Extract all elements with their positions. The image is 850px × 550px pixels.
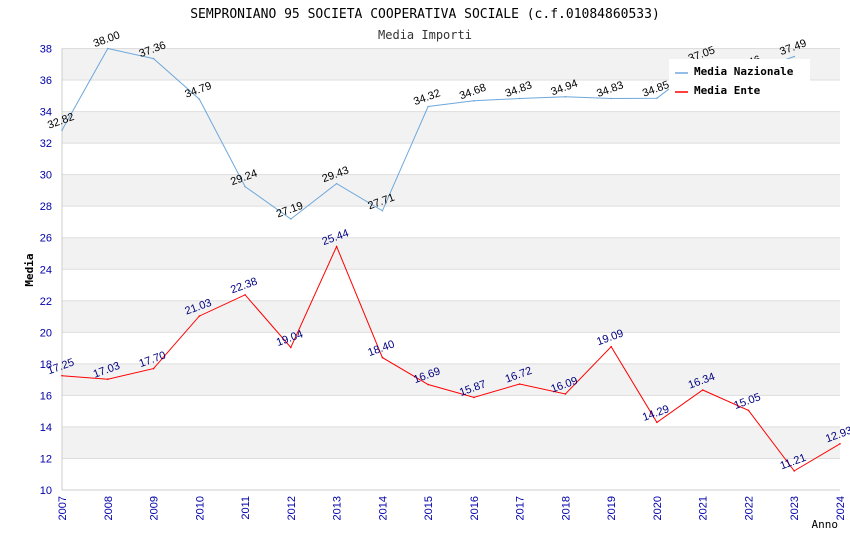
x-tick-2011: 2011: [240, 496, 252, 520]
x-tick-2008: 2008: [103, 496, 115, 520]
band: [62, 237, 840, 270]
legend-box: [669, 59, 810, 101]
x-tick-2014: 2014: [377, 496, 389, 520]
x-tick-2024: 2024: [835, 496, 847, 520]
y-tick-20: 20: [40, 327, 52, 339]
y-axis-label: Media: [23, 253, 36, 286]
data-point: [152, 57, 155, 60]
band: [62, 363, 840, 396]
axes: [61, 48, 840, 491]
data-point: [747, 409, 750, 412]
x-tick-2017: 2017: [515, 496, 527, 520]
band: [62, 300, 840, 333]
y-tick-12: 12: [40, 453, 52, 465]
y-tick-28: 28: [40, 201, 52, 213]
y-tick-32: 32: [40, 138, 52, 150]
data-point: [244, 293, 246, 296]
data-point: [656, 421, 658, 424]
data-point: [381, 209, 384, 212]
data-point: [290, 218, 292, 220]
y-tick-18: 18: [40, 359, 52, 371]
data-point: [564, 95, 567, 98]
data-point: [564, 393, 567, 395]
band: [62, 111, 840, 144]
x-tick-2023: 2023: [789, 496, 801, 520]
y-tick-16: 16: [40, 390, 52, 402]
data-label: 34.94: [549, 78, 579, 99]
data-point: [656, 97, 658, 99]
data-point: [381, 356, 384, 359]
y-tick-30: 30: [40, 170, 52, 182]
data-point: [335, 245, 338, 248]
data-point: [106, 378, 109, 380]
data-point: [610, 345, 612, 348]
band: [62, 174, 840, 207]
series-line-1: [61, 245, 841, 472]
data-point: [473, 100, 475, 102]
data-point: [701, 389, 704, 391]
y-tick-24: 24: [40, 264, 52, 276]
y-tick-14: 14: [40, 422, 52, 434]
data-label: 34.83: [595, 79, 625, 100]
x-tick-2020: 2020: [652, 496, 664, 520]
data-point: [198, 315, 201, 317]
x-tick-2018: 2018: [560, 496, 572, 520]
data-point: [198, 98, 201, 100]
data-label: 34.85: [641, 79, 671, 100]
data-point: [427, 105, 429, 108]
legend-label-nazionale: Media Nazionale: [694, 65, 794, 78]
data-point: [290, 346, 292, 349]
data-point: [61, 374, 63, 377]
data-point: [61, 129, 63, 131]
gridlines: [62, 48, 840, 491]
x-tick-2021: 2021: [698, 496, 710, 520]
x-tick-2010: 2010: [194, 496, 206, 520]
x-tick-2012: 2012: [286, 496, 298, 520]
legend: Media Nazionale Media Ente: [669, 59, 810, 101]
data-point: [473, 396, 475, 399]
x-tick-2007: 2007: [57, 496, 69, 520]
y-tick-26: 26: [40, 233, 52, 245]
data-point: [106, 47, 109, 50]
band: [62, 426, 840, 459]
x-tick-2016: 2016: [469, 496, 481, 520]
x-tick-2015: 2015: [423, 496, 435, 520]
y-tick-34: 34: [40, 107, 52, 119]
data-label: 22.38: [229, 276, 259, 297]
x-tick-2022: 2022: [743, 496, 755, 520]
x-tick-2009: 2009: [149, 496, 161, 520]
data-label: 34.68: [458, 82, 488, 103]
data-label: 38.00: [92, 29, 122, 50]
data-point: [793, 55, 796, 58]
data-point: [610, 97, 612, 100]
data-point: [152, 367, 155, 370]
y-tick-labels: 10 12 14 16 18 20 22 24 26 28 30 32 34 36 38: [40, 44, 52, 498]
y-tick-36: 36: [40, 75, 52, 87]
data-point: [427, 383, 429, 386]
data-label: 34.83: [504, 79, 534, 100]
legend-label-ente: Media Ente: [694, 84, 761, 97]
x-tick-labels: 2007 2008 2009 2010 2011 2012 2013 2014 2015 2016…: [57, 496, 847, 520]
y-tick-22: 22: [40, 296, 52, 308]
chart-title: SEMPRONIANO 95 SOCIETA COOPERATIVA SOCIA…: [190, 7, 660, 22]
y-tick-38: 38: [40, 44, 52, 56]
data-point: [518, 383, 521, 385]
data-point: [244, 185, 246, 188]
data-point: [335, 182, 338, 185]
background-bands: [62, 48, 840, 459]
data-point: [518, 97, 521, 100]
x-tick-2019: 2019: [606, 496, 618, 520]
chart-subtitle: Media Importi: [378, 28, 472, 42]
data-point: [839, 443, 841, 445]
x-tick-2013: 2013: [332, 496, 344, 520]
x-axis-label: Anno: [812, 518, 839, 531]
data-point: [793, 470, 796, 472]
y-tick-10: 10: [40, 485, 52, 497]
